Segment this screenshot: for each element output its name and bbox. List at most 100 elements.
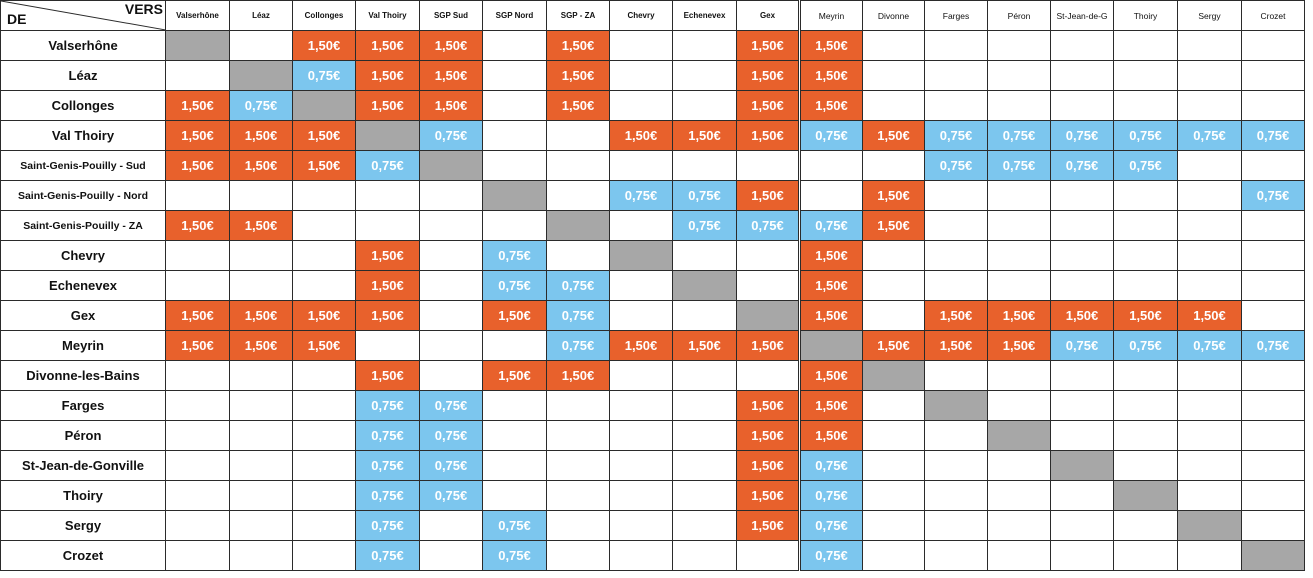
fare-cell: 0,75€ — [419, 120, 483, 151]
fare-cell: 0,75€ — [798, 120, 863, 151]
fare-cell: 1,50€ — [798, 30, 863, 61]
fare-cell: 1,50€ — [924, 330, 988, 361]
fare-cell: 0,75€ — [355, 390, 420, 421]
empty-fare-cell — [924, 60, 988, 91]
empty-fare-cell — [924, 30, 988, 61]
fare-cell: 1,50€ — [355, 30, 420, 61]
fare-cell: 1,50€ — [292, 150, 356, 181]
empty-fare-cell — [229, 390, 293, 421]
empty-fare-cell — [165, 510, 230, 541]
fare-cell: 0,75€ — [482, 540, 547, 571]
column-header-sgp-sud: SGP Sud — [419, 0, 483, 31]
fare-cell: 1,50€ — [736, 330, 800, 361]
fare-cell: 1,50€ — [798, 60, 863, 91]
empty-fare-cell — [1241, 450, 1305, 481]
empty-fare-cell — [862, 60, 925, 91]
empty-fare-cell — [1113, 90, 1178, 121]
fare-cell: 1,50€ — [798, 300, 863, 331]
column-header-thoiry: Thoiry — [1113, 0, 1178, 31]
fare-cell: 0,75€ — [924, 120, 988, 151]
same-stop-cell — [165, 30, 230, 61]
fare-cell: 1,50€ — [419, 60, 483, 91]
empty-fare-cell — [1113, 420, 1178, 451]
fare-cell: 1,50€ — [1113, 300, 1178, 331]
column-header-valserhone: Valserhône — [165, 0, 230, 31]
fare-cell: 1,50€ — [798, 270, 863, 301]
same-stop-cell — [924, 390, 988, 421]
fare-cell: 1,50€ — [165, 120, 230, 151]
empty-fare-cell — [1050, 180, 1114, 211]
table-row: Sergy 0,75€ 0,75€ 1,50€ 0,75€ — [0, 510, 1305, 541]
empty-fare-cell — [1177, 60, 1242, 91]
empty-fare-cell — [1113, 390, 1178, 421]
empty-fare-cell — [165, 540, 230, 571]
fare-cell: 0,75€ — [1241, 120, 1305, 151]
empty-fare-cell — [1113, 210, 1178, 241]
empty-fare-cell — [1177, 480, 1242, 511]
column-header-gex: Gex — [736, 0, 800, 31]
empty-fare-cell — [987, 540, 1051, 571]
fare-cell: 1,50€ — [798, 240, 863, 271]
table-row: Valserhône 1,50€ 1,50€ 1,50€ 1,50€ 1,50€ 1,50€ — [0, 30, 1305, 61]
table-row: Saint-Genis-Pouilly - ZA 1,50€ 1,50€ 0,75€ 0… — [0, 210, 1305, 241]
fare-cell: 1,50€ — [862, 180, 925, 211]
empty-fare-cell — [165, 360, 230, 391]
empty-fare-cell — [1177, 360, 1242, 391]
empty-fare-cell — [862, 240, 925, 271]
fare-cell: 1,50€ — [546, 60, 610, 91]
fare-cell: 0,75€ — [546, 300, 610, 331]
row-label-saint-genis-pouilly-za: Saint-Genis-Pouilly - ZA — [0, 210, 166, 241]
row-label-farges: Farges — [0, 390, 166, 421]
fare-cell: 0,75€ — [609, 180, 673, 211]
to-axis-label: VERS — [124, 1, 163, 18]
same-stop-cell — [229, 60, 293, 91]
fare-cell: 1,50€ — [1177, 300, 1242, 331]
empty-fare-cell — [609, 420, 673, 451]
empty-fare-cell — [924, 360, 988, 391]
empty-fare-cell — [482, 480, 547, 511]
fare-cell: 1,50€ — [292, 330, 356, 361]
empty-fare-cell — [419, 540, 483, 571]
empty-fare-cell — [1177, 450, 1242, 481]
empty-fare-cell — [165, 480, 230, 511]
empty-fare-cell — [862, 480, 925, 511]
empty-fare-cell — [546, 150, 610, 181]
column-header-val-thoiry: Val Thoiry — [355, 0, 420, 31]
empty-fare-cell — [546, 480, 610, 511]
empty-fare-cell — [229, 360, 293, 391]
empty-fare-cell — [1050, 540, 1114, 571]
empty-fare-cell — [292, 480, 356, 511]
empty-fare-cell — [1241, 240, 1305, 271]
fare-cell: 1,50€ — [355, 300, 420, 331]
fare-cell: 0,75€ — [229, 90, 293, 121]
empty-fare-cell — [482, 30, 547, 61]
row-label-meyrin: Meyrin — [0, 330, 166, 361]
empty-fare-cell — [736, 360, 800, 391]
empty-fare-cell — [292, 180, 356, 211]
fare-cell: 1,50€ — [355, 240, 420, 271]
empty-fare-cell — [292, 420, 356, 451]
table-row: Divonne-les-Bains 1,50€ 1,50€ 1,50€ 1,50€ — [0, 360, 1305, 391]
fare-cell: 0,75€ — [1241, 180, 1305, 211]
empty-fare-cell — [924, 90, 988, 121]
fare-cell: 0,75€ — [798, 480, 863, 511]
fare-cell: 1,50€ — [229, 150, 293, 181]
empty-fare-cell — [1177, 180, 1242, 211]
fare-cell: 1,50€ — [987, 330, 1051, 361]
empty-fare-cell — [672, 390, 737, 421]
fare-cell: 0,75€ — [1113, 120, 1178, 151]
fare-cell: 0,75€ — [672, 210, 737, 241]
fare-cell: 0,75€ — [355, 450, 420, 481]
empty-fare-cell — [292, 390, 356, 421]
fare-cell: 1,50€ — [229, 330, 293, 361]
from-axis-label: DE — [7, 11, 27, 27]
empty-fare-cell — [924, 180, 988, 211]
empty-fare-cell — [482, 390, 547, 421]
fare-cell: 1,50€ — [736, 390, 800, 421]
fare-cell: 1,50€ — [355, 90, 420, 121]
empty-fare-cell — [672, 30, 737, 61]
empty-fare-cell — [482, 60, 547, 91]
empty-fare-cell — [862, 300, 925, 331]
fare-cell: 1,50€ — [987, 300, 1051, 331]
fare-cell: 1,50€ — [292, 30, 356, 61]
